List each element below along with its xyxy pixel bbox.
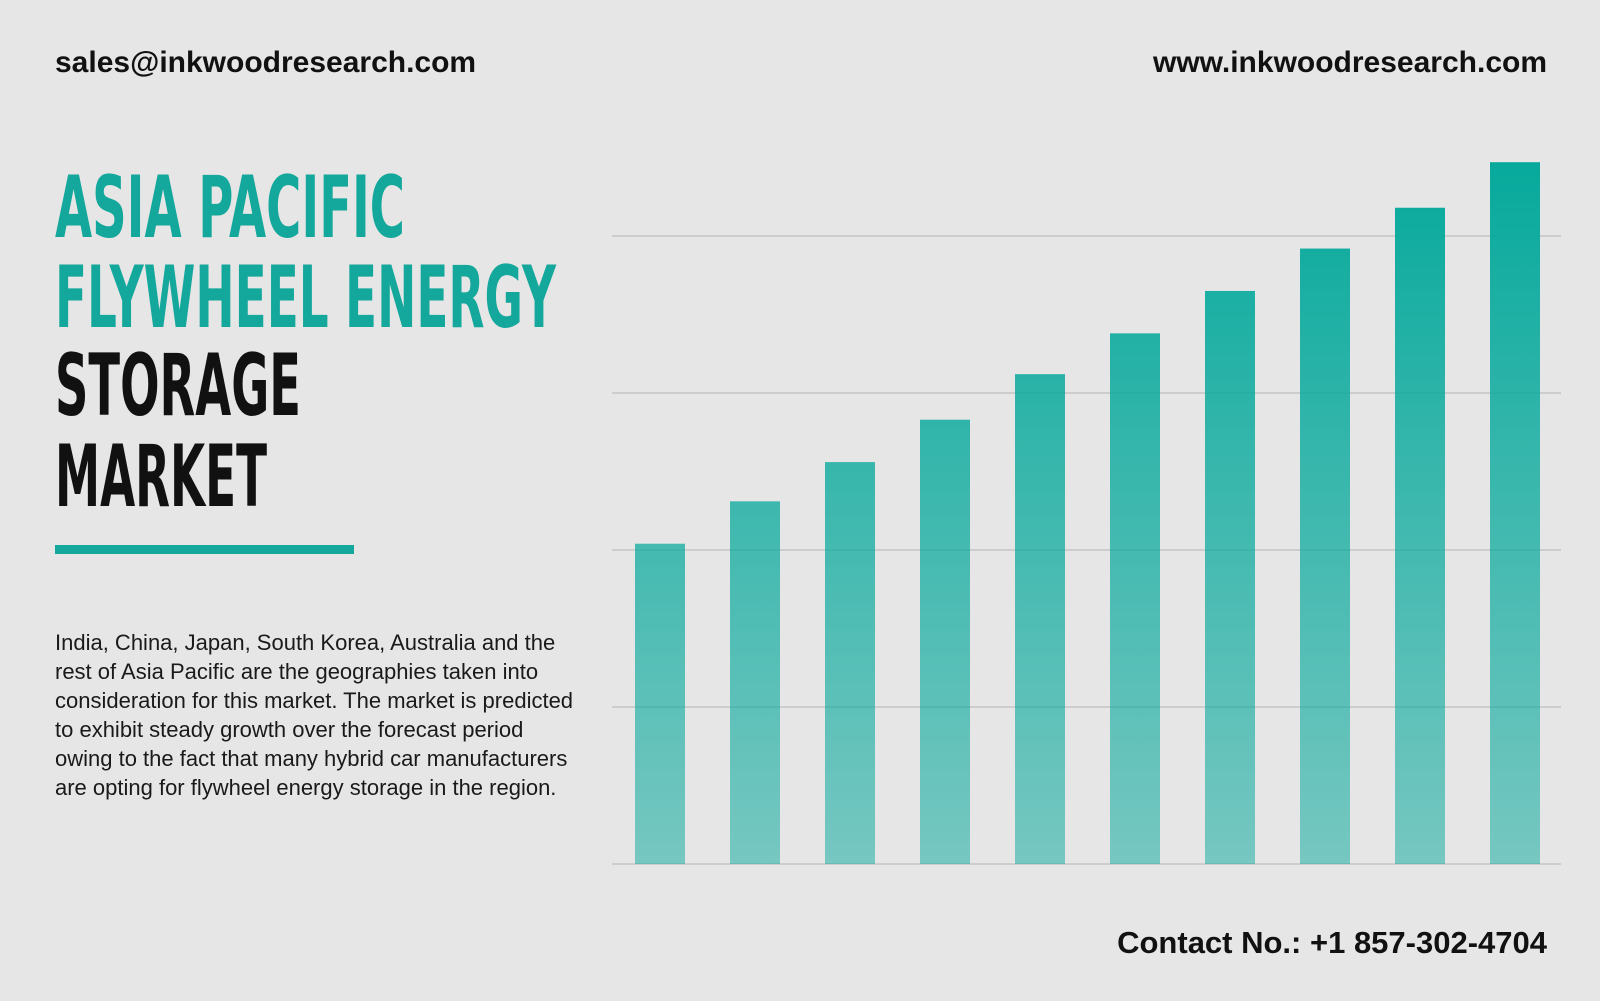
bar — [825, 462, 875, 864]
bar — [1490, 162, 1540, 864]
title-line: FLYWHEEL ENERGY — [55, 248, 557, 348]
bar — [1110, 333, 1160, 865]
bar — [1395, 207, 1445, 865]
contact: Contact No.: +1 857-302-4704 — [1117, 925, 1548, 960]
bar — [1205, 290, 1255, 864]
email[interactable]: sales@inkwoodresearch.com — [55, 46, 476, 79]
bar — [635, 543, 685, 864]
title-line: ASIA PACIFIC — [55, 158, 405, 258]
description: India, China, Japan, South Korea, Austra… — [55, 630, 574, 800]
title-line: STORAGE — [55, 336, 301, 436]
bar — [1015, 374, 1065, 864]
title-underline — [55, 545, 354, 554]
title-line: MARKET — [55, 427, 267, 527]
bar — [730, 501, 780, 864]
bar — [920, 419, 970, 864]
website[interactable]: www.inkwoodresearch.com — [1152, 46, 1547, 79]
bar — [1300, 248, 1350, 864]
